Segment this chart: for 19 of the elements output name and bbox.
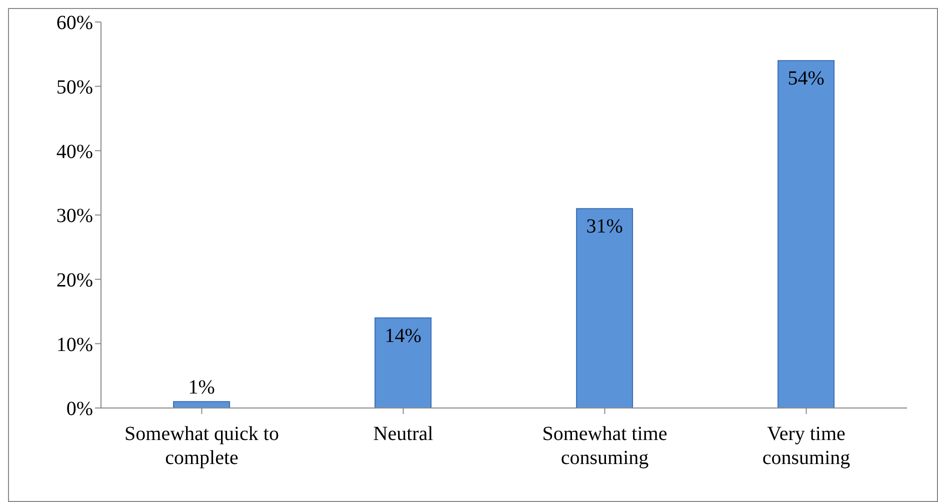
bar [778,60,835,408]
data-label: 14% [384,324,422,347]
x-tick-label: Somewhat quick to complete [124,423,279,469]
bar [374,317,432,408]
bar [173,401,230,408]
y-tick-label: 40% [56,140,93,163]
y-tick-label: 50% [56,76,93,98]
x-tick-label: Neutral [373,423,434,445]
x-tick-label: Very time consuming [762,423,850,469]
data-label: 54% [788,68,824,90]
y-tick-label: 10% [56,334,93,356]
y-tick-label: 0% [66,398,93,420]
y-tick-label: 20% [56,269,93,292]
bar [576,208,634,408]
y-tick-label: 30% [56,205,93,228]
data-label: 31% [586,216,623,238]
data-label: 1% [188,376,215,399]
x-tick-label: Somewhat time consuming [542,423,668,469]
y-tick-label: 60% [56,12,93,34]
